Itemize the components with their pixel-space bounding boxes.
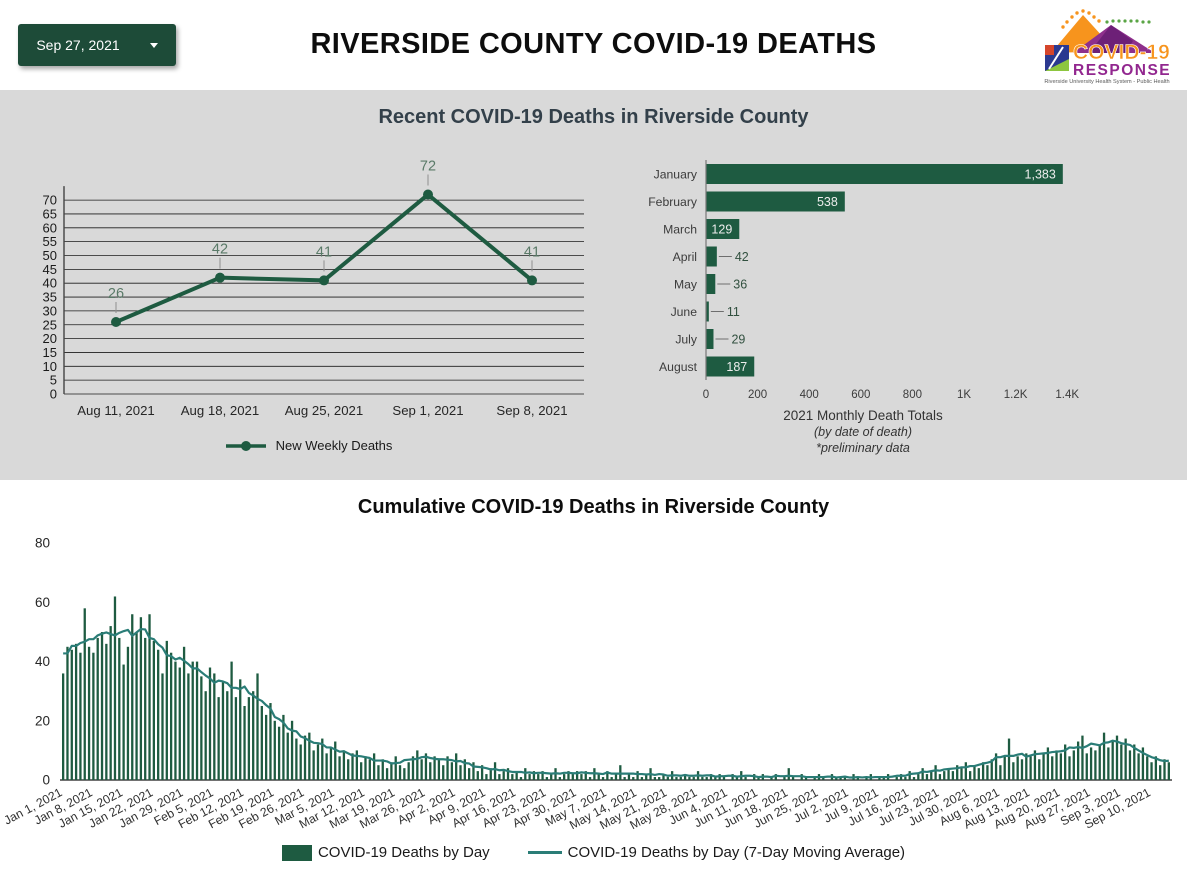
- svg-text:600: 600: [851, 389, 870, 401]
- svg-text:5: 5: [50, 373, 57, 388]
- svg-text:January: January: [654, 168, 698, 182]
- svg-text:1K: 1K: [957, 389, 971, 401]
- svg-text:June: June: [671, 305, 698, 319]
- logo-square-mark: [1045, 45, 1069, 71]
- bar-series-swatch: [281, 844, 312, 861]
- daily-deaths-chart[interactable]: 0 20 40 60 80 Jan 1, 2021 Jan 8, 2021 Jan 15, 2…: [0, 528, 1187, 845]
- date-selector[interactable]: Sep 27, 2021: [18, 24, 176, 66]
- svg-text:30: 30: [43, 303, 57, 318]
- monthly-totals-chart-svg[interactable]: January 1,383 February 538 March 129 April 42 Ma…: [628, 152, 1098, 404]
- svg-text:800: 800: [903, 389, 922, 401]
- svg-text:11: 11: [727, 305, 740, 319]
- svg-text:50: 50: [43, 248, 57, 263]
- svg-text:45: 45: [43, 262, 57, 277]
- logo-line1: COVID-19: [1073, 41, 1170, 64]
- svg-text:May: May: [674, 278, 698, 292]
- svg-text:0: 0: [50, 387, 57, 402]
- daily-legend: COVID-19 Deaths by Day COVID-19 Deaths b…: [0, 844, 1187, 861]
- logo-line2: RESPONSE: [1073, 62, 1171, 79]
- svg-text:80: 80: [35, 536, 50, 551]
- svg-text:1.4K: 1.4K: [1055, 389, 1079, 401]
- covid-response-logo: COVID-19 RESPONSE Riverside University H…: [1029, 1, 1181, 89]
- weekly-deaths-chart[interactable]: 0 5 10 15 20 25 30 35 40 45 50 55 60 65 70 26 Aug 11, 20…: [28, 142, 588, 437]
- svg-text:July: July: [675, 333, 698, 347]
- svg-text:42: 42: [212, 242, 228, 258]
- svg-text:538: 538: [817, 195, 838, 209]
- header: Sep 27, 2021 RIVERSIDE COUNTY COVID-19 D…: [0, 0, 1187, 90]
- svg-text:1,383: 1,383: [1025, 168, 1056, 182]
- svg-text:April: April: [673, 250, 697, 264]
- recent-deaths-section: Recent COVID-19 Deaths in Riverside Coun…: [0, 90, 1187, 480]
- date-selector-label: Sep 27, 2021: [36, 37, 120, 53]
- svg-text:60: 60: [43, 220, 57, 235]
- monthly-chart-caption: 2021 Monthly Death Totals (by date of de…: [628, 408, 1098, 456]
- svg-text:Aug 11, 2021: Aug 11, 2021: [77, 403, 154, 418]
- recent-section-title: Recent COVID-19 Deaths in Riverside Coun…: [378, 106, 809, 128]
- svg-text:Sep 8, 2021: Sep 8, 2021: [496, 403, 567, 418]
- svg-text:February: February: [648, 195, 698, 209]
- svg-text:40: 40: [43, 276, 57, 291]
- svg-text:15: 15: [43, 345, 57, 360]
- svg-text:41: 41: [524, 244, 540, 260]
- svg-text:March: March: [663, 223, 697, 237]
- page-title: RIVERSIDE COUNTY COVID-19 DEATHS: [310, 28, 877, 60]
- svg-text:65: 65: [43, 206, 57, 221]
- svg-text:55: 55: [43, 234, 57, 249]
- svg-text:40: 40: [35, 654, 50, 669]
- svg-text:20: 20: [43, 331, 57, 346]
- svg-text:Aug 18, 2021: Aug 18, 2021: [181, 403, 259, 418]
- svg-text:0: 0: [42, 773, 50, 788]
- svg-text:August: August: [659, 360, 698, 374]
- svg-text:129: 129: [711, 223, 732, 237]
- svg-text:25: 25: [43, 317, 57, 332]
- line-marker-legend-icon: [225, 440, 266, 451]
- svg-text:70: 70: [43, 193, 57, 208]
- line-series-label: COVID-19 Deaths by Day (7-Day Moving Ave…: [567, 844, 906, 861]
- monthly-caption-subtitle: (by date of death): [814, 424, 912, 439]
- svg-text:Sep 1, 2021: Sep 1, 2021: [392, 403, 463, 418]
- svg-text:400: 400: [800, 389, 819, 401]
- svg-text:29: 29: [731, 333, 745, 347]
- svg-text:200: 200: [748, 389, 767, 401]
- monthly-caption-title: 2021 Monthly Death Totals: [783, 408, 943, 423]
- weekly-legend: New Weekly Deaths: [28, 438, 588, 453]
- svg-text:35: 35: [43, 290, 57, 305]
- monthly-totals-chart[interactable]: January 1,383 February 538 March 129 April 42 Ma…: [628, 152, 1098, 409]
- weekly-legend-label: New Weekly Deaths: [275, 438, 393, 453]
- cumulative-deaths-section: Cumulative COVID-19 Deaths in Riverside …: [0, 480, 1187, 871]
- logo-graphic: COVID-19 RESPONSE Riverside University H…: [1044, 9, 1171, 85]
- svg-text:0: 0: [703, 389, 709, 401]
- cumulative-section-title: Cumulative COVID-19 Deaths in Riverside …: [357, 496, 830, 518]
- bar-series-label: COVID-19 Deaths by Day: [317, 844, 490, 861]
- svg-text:1.2K: 1.2K: [1004, 389, 1028, 401]
- svg-text:10: 10: [43, 359, 57, 374]
- svg-text:36: 36: [733, 278, 747, 292]
- daily-legend-bars: COVID-19 Deaths by Day: [281, 844, 490, 861]
- svg-text:187: 187: [726, 360, 747, 374]
- svg-text:72: 72: [420, 159, 436, 175]
- svg-text:26: 26: [108, 286, 124, 302]
- svg-text:60: 60: [35, 595, 50, 610]
- svg-text:42: 42: [735, 250, 749, 264]
- chevron-down-icon: [149, 42, 158, 48]
- line-series-swatch: [527, 851, 562, 854]
- svg-text:41: 41: [316, 244, 332, 260]
- daily-legend-line: COVID-19 Deaths by Day (7-Day Moving Ave…: [502, 844, 905, 861]
- logo-tagline: Riverside University Health System - Pub…: [1044, 79, 1169, 85]
- monthly-caption-note: *preliminary data: [816, 440, 910, 455]
- svg-text:Aug 25, 2021: Aug 25, 2021: [285, 403, 363, 418]
- svg-text:20: 20: [35, 713, 50, 728]
